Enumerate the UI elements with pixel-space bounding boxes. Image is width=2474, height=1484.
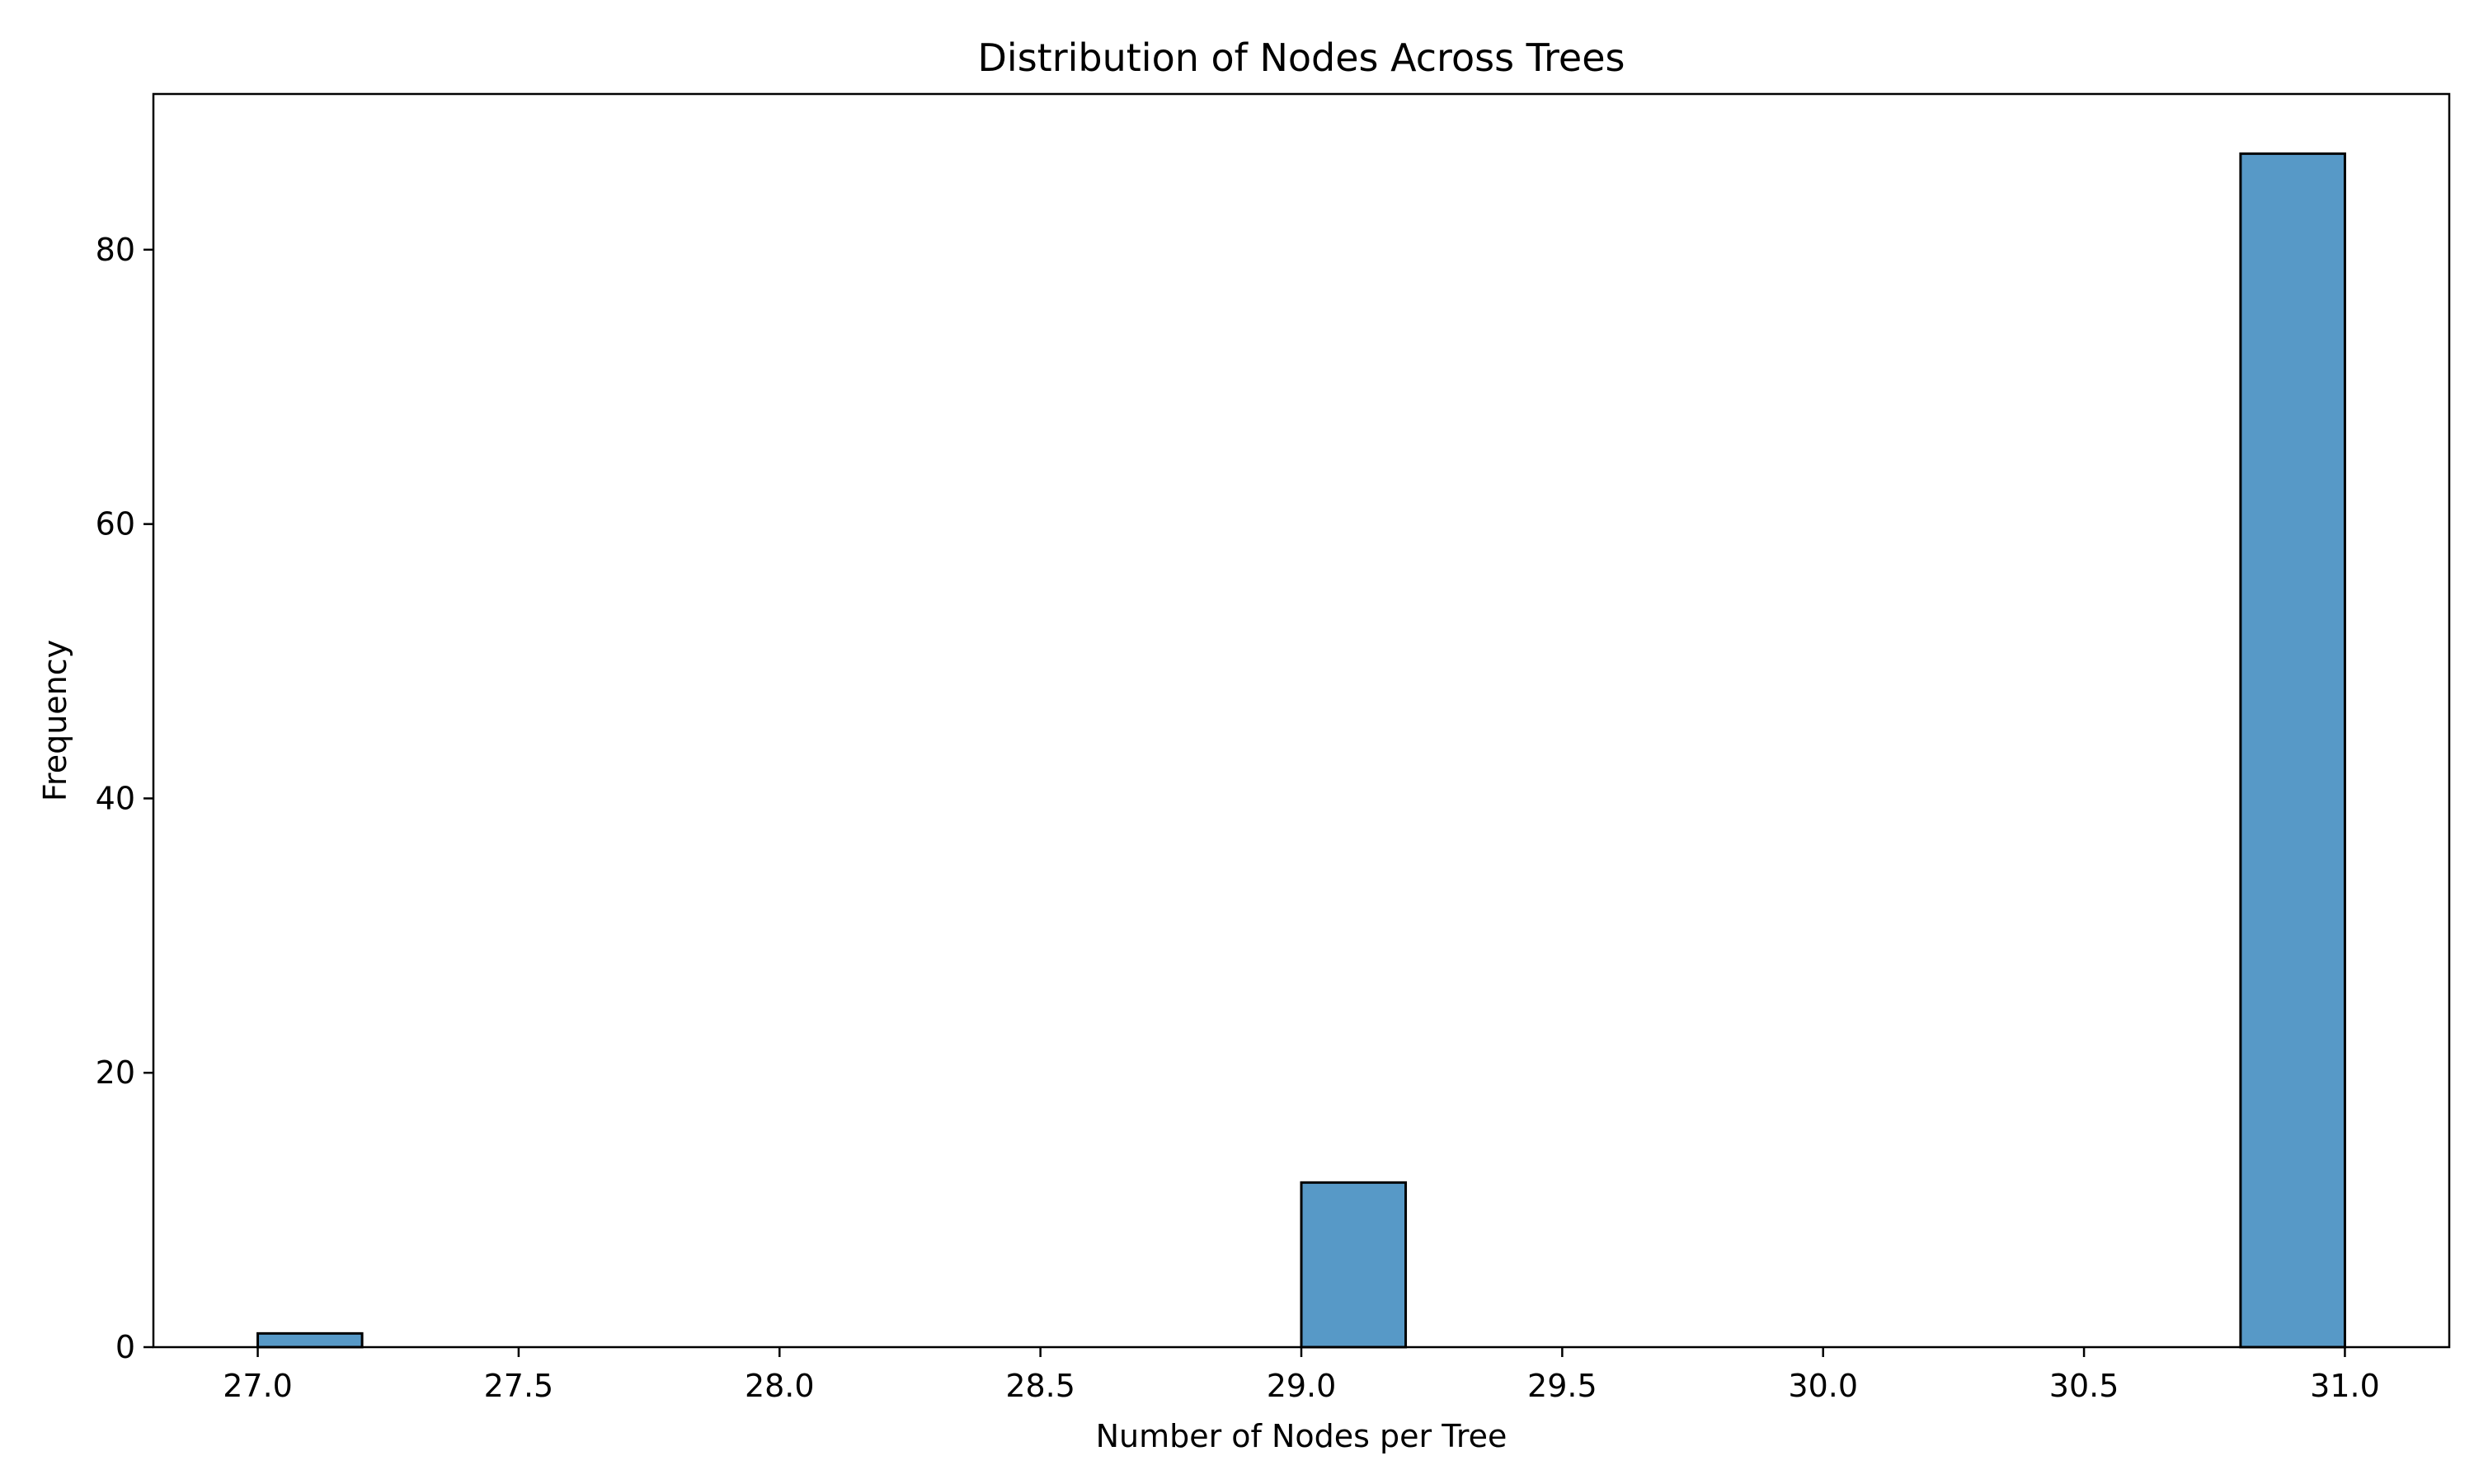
y-axis-label: Frequency [37, 640, 73, 801]
x-tick-label: 31.0 [2310, 1368, 2380, 1404]
y-tick-label: 0 [115, 1329, 135, 1365]
plot-frame [152, 92, 2451, 1349]
x-tick-label: 29.0 [1267, 1368, 1337, 1404]
y-tick-label: 80 [96, 232, 135, 268]
x-tick-label: 29.5 [1527, 1368, 1597, 1404]
x-tick-label: 28.0 [745, 1368, 815, 1404]
bars-layer [256, 152, 2346, 1349]
chart-title: Distribution of Nodes Across Trees [978, 35, 1625, 80]
y-tick-label: 40 [96, 780, 135, 816]
y-axis-ticks: 0 20 40 60 80 [96, 232, 153, 1365]
x-tick-label: 30.5 [2049, 1368, 2119, 1404]
x-axis-label: Number of Nodes per Tree [1096, 1418, 1507, 1454]
x-tick-label: 30.0 [1788, 1368, 1858, 1404]
x-tick-label: 27.0 [223, 1368, 293, 1404]
x-tick-label: 27.5 [484, 1368, 554, 1404]
histogram-bar [1300, 1181, 1408, 1349]
y-tick-label: 20 [96, 1054, 135, 1091]
histogram-bar [256, 1331, 364, 1349]
x-axis-ticks: 27.0 27.5 28.0 28.5 29.0 29.5 30.0 30.5 31.0 [223, 1347, 2380, 1404]
x-tick-label: 28.5 [1005, 1368, 1075, 1404]
histogram-bar [2239, 152, 2346, 1349]
y-tick-label: 60 [96, 506, 135, 542]
